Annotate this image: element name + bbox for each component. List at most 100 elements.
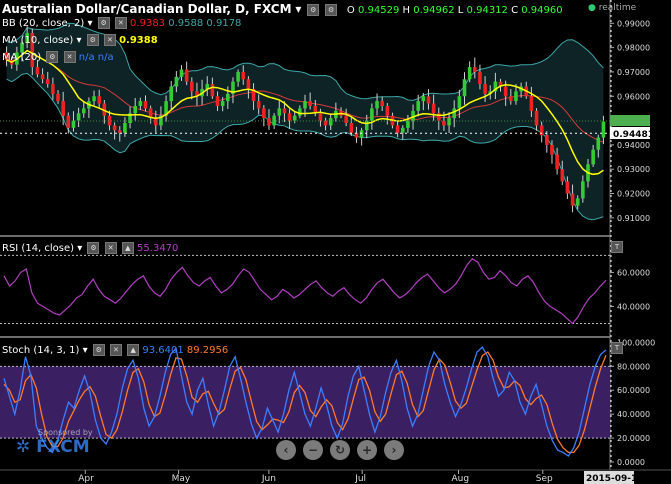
candle-body [514, 91, 518, 102]
bb-label[interactable]: BB (20, close, 2) [2, 18, 85, 29]
candle-body [251, 88, 256, 102]
close-price-tag [610, 115, 650, 126]
symbol-title[interactable]: Australian Dollar/Canadian Dollar, D, FX… [2, 2, 292, 16]
candle-body [416, 101, 420, 111]
candle-body [570, 193, 575, 206]
candle-body [359, 130, 364, 138]
scroll-left-icon[interactable]: ‹ [276, 440, 296, 460]
candle-body [308, 101, 312, 106]
realtime-indicator: ● realtime [588, 3, 636, 13]
time-axis: Apr May Jun Jul Aug Sep [78, 470, 553, 484]
candle-body [591, 149, 595, 165]
ohlc-high: 0.94962 [413, 5, 455, 16]
zoom-in-icon[interactable]: + [357, 440, 377, 460]
candle-body [472, 67, 477, 72]
settings-icon-2[interactable]: ⚙ [325, 3, 338, 16]
candle-body [231, 81, 235, 94]
current-price-tag [610, 127, 650, 139]
candle-body [503, 86, 508, 97]
candle-body [534, 110, 539, 126]
candle-body [66, 115, 71, 128]
reset-icon[interactable]: ↻ [330, 440, 350, 460]
realtime-label: realtime [598, 3, 637, 13]
settings-icon[interactable]: ⚙ [307, 3, 320, 16]
stoch-dropdown-icon[interactable]: ▾ [82, 345, 88, 356]
bb-close-icon[interactable]: ✕ [114, 17, 127, 29]
candle-body [457, 96, 462, 109]
candle-body [205, 84, 210, 89]
zoom-out-icon[interactable]: − [303, 440, 323, 460]
rsi-dropdown-icon[interactable]: ▾ [77, 243, 83, 254]
candle-body [318, 113, 323, 121]
candle-body [581, 181, 585, 199]
stoch-d-line [3, 351, 607, 454]
month-tick-label: Apr [78, 474, 94, 484]
third-settings-icon[interactable]: ⚙ [46, 51, 59, 63]
candle-body [241, 71, 246, 80]
candle-body [421, 96, 426, 102]
candle-body [174, 76, 179, 87]
candle-body [555, 154, 559, 170]
scroll-right-icon[interactable]: › [384, 440, 404, 460]
title-bar: Australian Dollar/Canadian Dollar, D, FX… [2, 2, 563, 16]
candle-body [56, 93, 60, 102]
rsi-maximize-icon[interactable]: T [611, 241, 623, 253]
price-tick-label: 0.94000 [617, 141, 650, 150]
stoch-settings-icon[interactable]: ⚙ [92, 344, 105, 356]
candle-body [431, 103, 436, 114]
stoch-legend: Stoch (14, 3, 1) ▾ ⚙ ✕ ▲ 93.6401 89.2956 [2, 344, 228, 356]
bb-settings-icon[interactable]: ⚙ [97, 17, 110, 29]
rsi-line [3, 258, 607, 325]
month-tick-label: May [172, 474, 191, 484]
candle-body [596, 137, 601, 150]
candle-body [328, 118, 333, 126]
ma-close-icon[interactable]: ✕ [103, 34, 116, 46]
price-tick-label: 0.99000 [617, 19, 650, 28]
candle-body [4, 52, 9, 60]
bb-lower-line [6, 72, 604, 221]
candle-body [35, 67, 40, 75]
candle-body [92, 96, 96, 102]
candle-body [133, 105, 138, 114]
third-label[interactable]: MA (20) [2, 52, 42, 63]
candle-body [51, 84, 55, 94]
candle-body [277, 108, 282, 116]
ma-dropdown-icon[interactable]: ▾ [76, 35, 82, 46]
candle-body [215, 96, 220, 106]
rsi-settings-icon[interactable]: ⚙ [87, 242, 100, 254]
candle-body [262, 108, 266, 119]
candle-body [560, 169, 565, 182]
candle-body [71, 120, 76, 128]
realtime-dot-icon: ● [588, 3, 596, 13]
candle-body [354, 132, 359, 138]
candle-body [529, 96, 534, 111]
candle-body [236, 71, 240, 82]
ohlc-close-label: C [511, 5, 519, 16]
candle-body [25, 33, 29, 43]
candle-body [385, 105, 390, 116]
stoch-label[interactable]: Stoch (14, 3, 1) [2, 345, 80, 356]
candle-body [164, 101, 168, 116]
candle-body [159, 115, 163, 126]
rsi-move-up-icon[interactable]: ▲ [121, 242, 134, 254]
bb-dropdown-icon[interactable]: ▾ [87, 18, 93, 29]
sponsored-label: Sponsored by [38, 428, 93, 437]
third-close-icon[interactable]: ✕ [63, 51, 76, 63]
candle-body [467, 67, 472, 80]
candle-body [349, 123, 354, 133]
stoch-tick-label: 40.0000 [617, 410, 650, 419]
stoch-maximize-icon[interactable]: T [611, 342, 623, 354]
rsi-close-icon[interactable]: ✕ [104, 242, 117, 254]
stoch-close-icon[interactable]: ✕ [109, 344, 122, 356]
ohlc-low-label: L [457, 5, 464, 16]
bb-fill [6, 23, 604, 220]
candle-body [550, 144, 554, 155]
ma-label[interactable]: MA (10, close) [2, 35, 74, 46]
stoch-axis: 100.0000 80.0000 60.0000 40.0000 20.0000 0.00… [610, 338, 655, 467]
ma-settings-icon[interactable]: ⚙ [86, 34, 99, 46]
stoch-move-up-icon[interactable]: ▲ [127, 344, 140, 356]
candle-body [447, 118, 451, 126]
candle-body [411, 110, 415, 121]
symbol-dropdown-icon[interactable]: ▾ [295, 2, 302, 16]
rsi-label[interactable]: RSI (14, close) [2, 243, 75, 254]
